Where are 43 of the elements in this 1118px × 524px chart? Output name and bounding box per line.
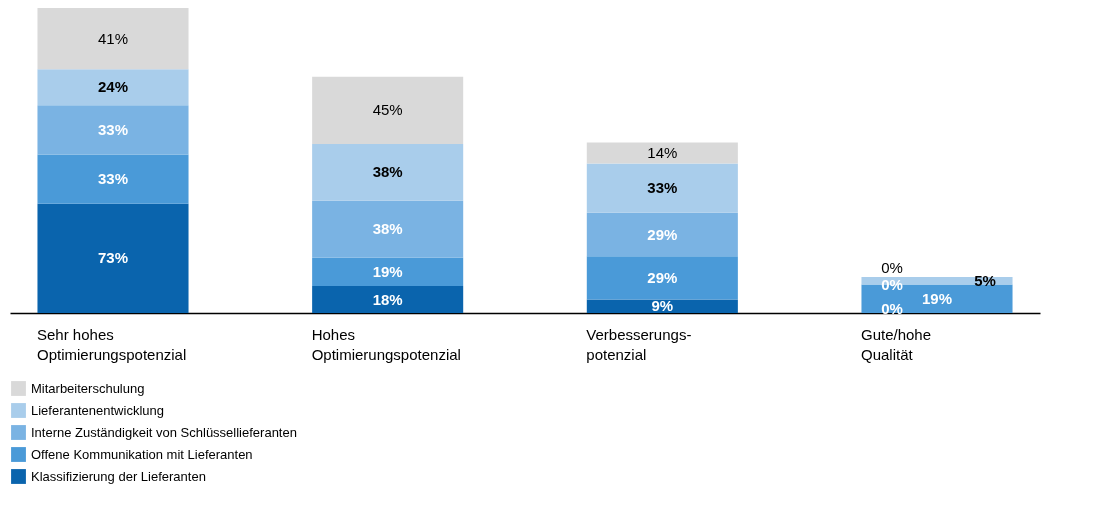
bar bbox=[586, 212, 738, 257]
bar bbox=[312, 144, 464, 201]
data-label: 5% bbox=[974, 271, 996, 289]
data-label: 73% bbox=[97, 249, 129, 267]
data-label: 0% bbox=[881, 259, 903, 277]
data-label: 14% bbox=[647, 144, 678, 162]
data-label: 33% bbox=[647, 179, 678, 197]
legend-label: Offene Kommunikation mit Lieferanten bbox=[31, 446, 253, 462]
data-label: 29% bbox=[647, 268, 678, 286]
data-label: 19% bbox=[921, 289, 953, 307]
bar bbox=[586, 256, 738, 300]
data-label: 38% bbox=[372, 220, 403, 238]
legend-label: Interne Zuständigkeit von Schlüssellieferanten bbox=[31, 424, 297, 440]
bar bbox=[312, 286, 464, 313]
bar bbox=[586, 142, 738, 164]
bar bbox=[37, 105, 189, 155]
bar bbox=[37, 203, 189, 313]
x-tick-label: Verbesserungs- potenzial bbox=[586, 325, 692, 363]
x-tick-label: Hohes Optimierungspotenzial bbox=[311, 325, 461, 363]
data-label: 18% bbox=[372, 290, 403, 308]
data-label: 38% bbox=[372, 163, 403, 181]
x-tick-label: Gute/hohe Qualität bbox=[861, 325, 932, 363]
data-label: 9% bbox=[651, 297, 674, 315]
bar bbox=[586, 163, 738, 213]
data-label: 0% bbox=[881, 299, 903, 317]
bar bbox=[312, 76, 464, 145]
data-label: 24% bbox=[97, 78, 129, 96]
legend-label: Mitarbeiterschulung bbox=[31, 380, 145, 396]
data-label: 33% bbox=[97, 120, 129, 138]
legend-label: Klassifizierung der Lieferanten bbox=[31, 468, 206, 484]
data-label: 0% bbox=[881, 275, 903, 293]
data-label: 45% bbox=[372, 101, 403, 119]
bar bbox=[312, 257, 464, 287]
bar bbox=[312, 200, 464, 258]
data-label: 29% bbox=[647, 225, 678, 243]
bar bbox=[37, 154, 189, 204]
x-tick-label: Sehr hohes Optimierungspotenzial bbox=[37, 325, 187, 363]
legend-label: Lieferantenentwicklung bbox=[31, 402, 164, 418]
data-label: 19% bbox=[372, 262, 403, 280]
bar bbox=[37, 8, 189, 70]
data-label: 33% bbox=[97, 170, 129, 188]
data-label: 41% bbox=[97, 29, 129, 47]
bar bbox=[37, 69, 189, 106]
